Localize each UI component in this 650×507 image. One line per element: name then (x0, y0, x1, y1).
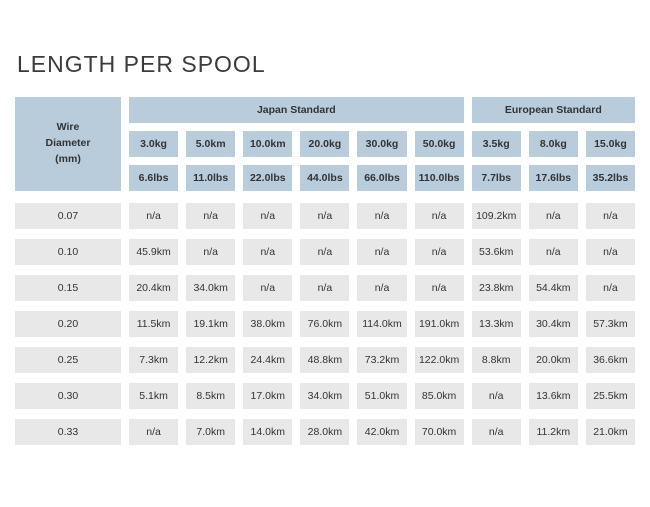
kg-rating-cell: 20.0kg (300, 131, 350, 157)
length-value-cell: n/a (414, 203, 464, 229)
length-value-cell: 11.5km (129, 311, 179, 337)
lbs-rating-cell: 35.2lbs (585, 165, 635, 191)
length-value-cell: n/a (186, 203, 236, 229)
length-value-cell: 11.2km (528, 419, 578, 445)
wire-diameter-cell: 0.20 (15, 311, 121, 337)
length-value-cell: 8.8km (471, 347, 521, 373)
length-value-cell: n/a (300, 239, 350, 265)
length-value-cell: n/a (243, 275, 293, 301)
length-value-cell: 19.1km (186, 311, 236, 337)
length-value-cell: 5.1km (129, 383, 179, 409)
length-value-cell: 7.3km (129, 347, 179, 373)
length-value-cell: 109.2km (471, 203, 521, 229)
length-value-cell: n/a (414, 275, 464, 301)
length-value-cell: 73.2km (357, 347, 407, 373)
length-value-cell: 28.0km (300, 419, 350, 445)
spool-length-table: Wire Diameter (mm) Japan Standard Europe… (15, 97, 635, 445)
length-value-cell: 85.0km (414, 383, 464, 409)
wire-diameter-corner-header: Wire Diameter (mm) (15, 97, 121, 191)
length-value-cell: 34.0km (300, 383, 350, 409)
lbs-rating-cell: 22.0lbs (243, 165, 293, 191)
length-value-cell: 34.0km (186, 275, 236, 301)
length-value-cell: n/a (585, 239, 635, 265)
length-value-cell: n/a (414, 239, 464, 265)
length-value-cell: n/a (243, 203, 293, 229)
wire-diameter-cell: 0.10 (15, 239, 121, 265)
length-value-cell: n/a (129, 203, 179, 229)
kg-rating-cell: 50.0kg (414, 131, 464, 157)
lbs-rating-cell: 11.0lbs (186, 165, 236, 191)
length-value-cell: 30.4km (528, 311, 578, 337)
lbs-rating-cell: 110.0lbs (414, 165, 464, 191)
length-value-cell: 45.9km (129, 239, 179, 265)
japan-standard-group-header: Japan Standard (129, 97, 464, 123)
length-value-cell: n/a (357, 203, 407, 229)
length-value-cell: 20.0km (528, 347, 578, 373)
length-value-cell: 122.0km (414, 347, 464, 373)
wire-diameter-cell: 0.07 (15, 203, 121, 229)
wire-diameter-cell: 0.25 (15, 347, 121, 373)
length-value-cell: 21.0km (585, 419, 635, 445)
length-value-cell: n/a (243, 239, 293, 265)
length-value-cell: n/a (300, 275, 350, 301)
lbs-rating-cell: 6.6lbs (129, 165, 179, 191)
length-value-cell: n/a (129, 419, 179, 445)
length-value-cell: n/a (585, 275, 635, 301)
length-value-cell: n/a (528, 203, 578, 229)
length-value-cell: 70.0km (414, 419, 464, 445)
length-value-cell: 14.0km (243, 419, 293, 445)
length-value-cell: n/a (528, 239, 578, 265)
length-value-cell: 23.8km (471, 275, 521, 301)
kg-rating-cell: 8.0kg (528, 131, 578, 157)
length-value-cell: 17.0km (243, 383, 293, 409)
kg-rating-cell: 3.0kg (129, 131, 179, 157)
length-value-cell: 76.0km (300, 311, 350, 337)
european-standard-group-header: European Standard (471, 97, 635, 123)
length-value-cell: 57.3km (585, 311, 635, 337)
kg-rating-cell: 30.0kg (357, 131, 407, 157)
length-value-cell: 36.6km (585, 347, 635, 373)
length-value-cell: n/a (186, 239, 236, 265)
kg-rating-cell: 5.0km (186, 131, 236, 157)
wire-diameter-cell: 0.15 (15, 275, 121, 301)
length-value-cell: 12.2km (186, 347, 236, 373)
length-value-cell: 8.5km (186, 383, 236, 409)
length-value-cell: 24.4km (243, 347, 293, 373)
lbs-rating-cell: 44.0lbs (300, 165, 350, 191)
lbs-rating-cell: 66.0lbs (357, 165, 407, 191)
wire-diameter-cell: 0.33 (15, 419, 121, 445)
length-value-cell: 48.8km (300, 347, 350, 373)
length-value-cell: 42.0km (357, 419, 407, 445)
length-value-cell: 13.6km (528, 383, 578, 409)
length-value-cell: n/a (471, 419, 521, 445)
length-value-cell: 191.0km (414, 311, 464, 337)
page-title: LENGTH PER SPOOL (17, 51, 266, 77)
lbs-rating-cell: 17.6lbs (528, 165, 578, 191)
length-value-cell: 13.3km (471, 311, 521, 337)
length-value-cell: n/a (585, 203, 635, 229)
kg-rating-cell: 3.5kg (471, 131, 521, 157)
length-value-cell: n/a (357, 239, 407, 265)
wire-diameter-cell: 0.30 (15, 383, 121, 409)
length-value-cell: 114.0km (357, 311, 407, 337)
length-value-cell: 20.4km (129, 275, 179, 301)
length-value-cell: n/a (471, 383, 521, 409)
length-value-cell: n/a (300, 203, 350, 229)
length-value-cell: 54.4km (528, 275, 578, 301)
kg-rating-cell: 10.0km (243, 131, 293, 157)
length-value-cell: 25.5km (585, 383, 635, 409)
length-value-cell: 7.0km (186, 419, 236, 445)
length-value-cell: 38.0km (243, 311, 293, 337)
lbs-rating-cell: 7.7lbs (471, 165, 521, 191)
kg-rating-cell: 15.0kg (585, 131, 635, 157)
length-value-cell: n/a (357, 275, 407, 301)
length-value-cell: 53.6km (471, 239, 521, 265)
length-value-cell: 51.0km (357, 383, 407, 409)
